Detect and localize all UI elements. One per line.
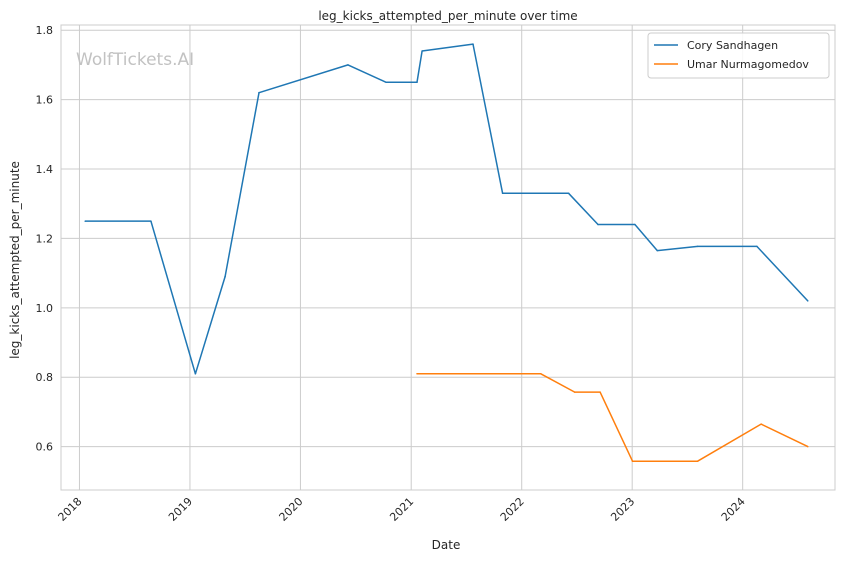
data-point-0-17 [807, 300, 809, 302]
data-point-0-9 [472, 43, 474, 45]
y-tick-label: 1.6 [36, 94, 54, 107]
legend-label-1: Umar Nurmagomedov [687, 58, 809, 71]
x-tick-label: 2020 [277, 495, 306, 524]
data-point-0-13 [634, 223, 636, 226]
data-point-0-6 [385, 81, 387, 84]
data-point-0-15 [696, 245, 699, 248]
series-line-1 [417, 373, 809, 462]
x-tick-label: 2018 [56, 495, 85, 524]
data-point-0-0 [84, 220, 86, 222]
series-layer [84, 43, 809, 462]
y-tick-label: 1.4 [36, 163, 54, 176]
data-point-1-0 [416, 373, 418, 375]
y-tick-label: 0.8 [36, 371, 54, 384]
data-point-1-7 [807, 445, 809, 448]
plot-area [60, 24, 836, 491]
data-point-0-2 [194, 373, 197, 375]
x-tick-label: 2021 [387, 495, 416, 524]
legend-box [647, 32, 830, 79]
gridlines [61, 25, 835, 490]
data-point-1-2 [573, 391, 576, 393]
x-axis-label: Date [432, 538, 461, 552]
x-tick-label: 2022 [498, 495, 527, 524]
x-tick-label: 2023 [608, 495, 637, 524]
y-tick-label: 1.8 [36, 24, 54, 37]
data-point-1-4 [631, 460, 634, 462]
data-point-0-10 [501, 192, 504, 195]
data-point-0-16 [756, 245, 758, 248]
data-point-0-8 [421, 50, 423, 52]
legend: Cory Sandhagen Umar Nurmagomedov [647, 32, 830, 79]
data-point-1-5 [696, 460, 699, 462]
y-tick-label: 1.0 [36, 302, 54, 315]
legend-label-0: Cory Sandhagen [687, 39, 778, 52]
watermark-text: WolfTickets.AI [76, 50, 194, 70]
data-point-1-6 [760, 423, 762, 425]
data-point-1-3 [599, 391, 601, 393]
data-point-0-4 [258, 91, 260, 94]
data-point-0-14 [656, 249, 659, 252]
data-point-0-7 [416, 81, 418, 84]
x-tick-label: 2024 [719, 495, 748, 524]
data-point-0-3 [224, 275, 226, 278]
y-axis-label: leg_kicks_attempted_per_minute [8, 161, 22, 359]
data-point-0-5 [347, 64, 349, 66]
series-line-0 [85, 43, 809, 375]
data-point-0-11 [567, 192, 570, 195]
data-point-1-1 [540, 373, 542, 375]
x-tick-label: 2019 [166, 495, 195, 524]
y-tick-label: 1.2 [36, 232, 54, 245]
data-point-0-1 [150, 220, 152, 222]
data-point-0-12 [597, 223, 599, 226]
y-tick-label: 0.6 [36, 441, 54, 454]
chart-title: leg_kicks_attempted_per_minute over time [318, 9, 577, 23]
